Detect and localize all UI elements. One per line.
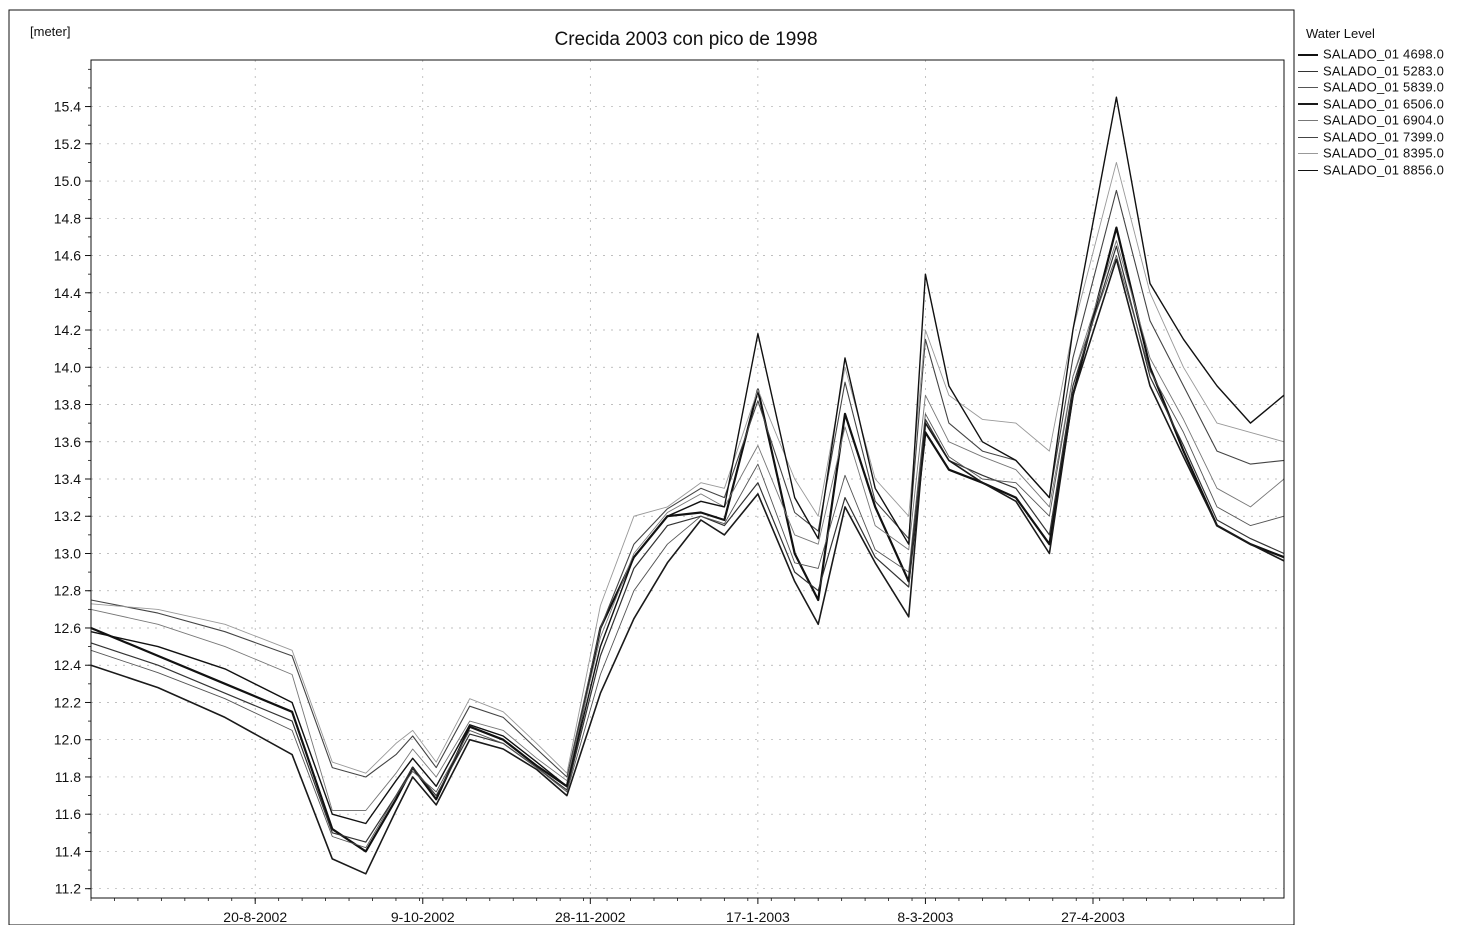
legend-item: SALADO_01 6506.0	[1298, 96, 1444, 112]
x-tick-label: 28-11-2002	[555, 909, 626, 925]
y-tick-label: 13.8	[54, 397, 81, 413]
series-line-1	[90, 226, 1285, 853]
legend-label: SALADO_01 5839.0	[1323, 79, 1445, 95]
series-line-8	[90, 96, 1285, 825]
legend-label: SALADO_01 4698.0	[1323, 46, 1445, 62]
y-tick-label: 12.4	[54, 657, 81, 673]
chart-title: Crecida 2003 con pico de 1998	[554, 29, 817, 50]
legend-label: SALADO_01 6904.0	[1323, 112, 1445, 128]
legend-item: SALADO_01 5839.0	[1298, 79, 1444, 95]
y-tick-label: 13.2	[54, 508, 81, 524]
legend-item: SALADO_01 6904.0	[1298, 112, 1444, 128]
y-tick-label: 11.4	[55, 843, 81, 859]
y-tick-label: 12.8	[54, 583, 81, 599]
y-tick-label: 12.6	[54, 620, 81, 636]
y-tick-label: 14.0	[54, 359, 81, 375]
legend-swatch	[1298, 53, 1318, 56]
x-tick-label: 27-4-2003	[1061, 909, 1125, 925]
y-tick-label: 15.0	[54, 173, 81, 189]
legend: Water Level SALADO_01 4698.0 SALADO_01 52…	[1296, 10, 1474, 925]
series-line-6	[90, 189, 1285, 778]
y-tick-label: 12.2	[54, 694, 81, 710]
series-line-5	[90, 240, 1285, 811]
y-tick-label: 14.2	[54, 322, 81, 338]
y-tick-label: 15.2	[54, 136, 81, 152]
y-tick-label: 13.0	[54, 545, 81, 561]
legend-swatch	[1298, 153, 1318, 155]
legend-item: SALADO_01 8395.0	[1298, 145, 1444, 161]
y-tick-label: 11.8	[55, 769, 81, 785]
x-tick-label: 9-10-2002	[391, 909, 455, 925]
legend-item: SALADO_01 5283.0	[1298, 63, 1444, 79]
grid	[91, 60, 1284, 898]
series-group	[90, 96, 1285, 875]
legend-swatch	[1298, 70, 1318, 72]
y-tick-label: 14.6	[54, 248, 81, 264]
legend-item: SALADO_01 8856.0	[1298, 162, 1444, 178]
chart-frame	[8, 9, 1295, 925]
series-line-2	[90, 245, 1285, 843]
x-tick-label: 8-3-2003	[897, 909, 953, 925]
x-tick-label: 17-1-2003	[726, 909, 790, 925]
legend-label: SALADO_01 6506.0	[1323, 96, 1445, 112]
y-tick-label: 13.6	[54, 434, 81, 450]
legend-item: SALADO_01 4698.0	[1298, 46, 1444, 62]
y-tick-label: 14.8	[54, 210, 81, 226]
series-line-4	[90, 258, 1285, 875]
legend-swatch	[1298, 87, 1318, 89]
y-tick-label: 15.4	[54, 99, 81, 115]
y-tick-label: 14.4	[54, 285, 81, 301]
y-tick-label: 11.6	[55, 806, 81, 822]
axes: 11.2 11.4 11.6 11.8 12.0 12.2 12.4 12.6 12.8 13.0…	[54, 68, 1265, 925]
x-tick-label: 20-8-2002	[223, 909, 287, 925]
y-axis-label: [meter]	[30, 24, 70, 39]
legend-label: SALADO_01 5283.0	[1323, 63, 1445, 79]
y-tick-label: 13.4	[54, 471, 81, 487]
legend-label: SALADO_01 7399.0	[1323, 129, 1445, 145]
legend-swatch	[1298, 169, 1318, 171]
legend-swatch	[1298, 103, 1318, 106]
series-line-7	[90, 161, 1285, 774]
plot-area	[90, 59, 1285, 899]
legend-label: SALADO_01 8856.0	[1323, 162, 1445, 178]
legend-title: Water Level	[1306, 26, 1375, 41]
legend-swatch	[1298, 136, 1318, 138]
y-tick-label: 12.0	[54, 732, 81, 748]
y-tick-label: 11.2	[55, 881, 81, 897]
legend-swatch	[1298, 120, 1318, 122]
legend-item: SALADO_01 7399.0	[1298, 129, 1444, 145]
legend-label: SALADO_01 8395.0	[1323, 145, 1445, 161]
series-line-3	[90, 255, 1285, 849]
